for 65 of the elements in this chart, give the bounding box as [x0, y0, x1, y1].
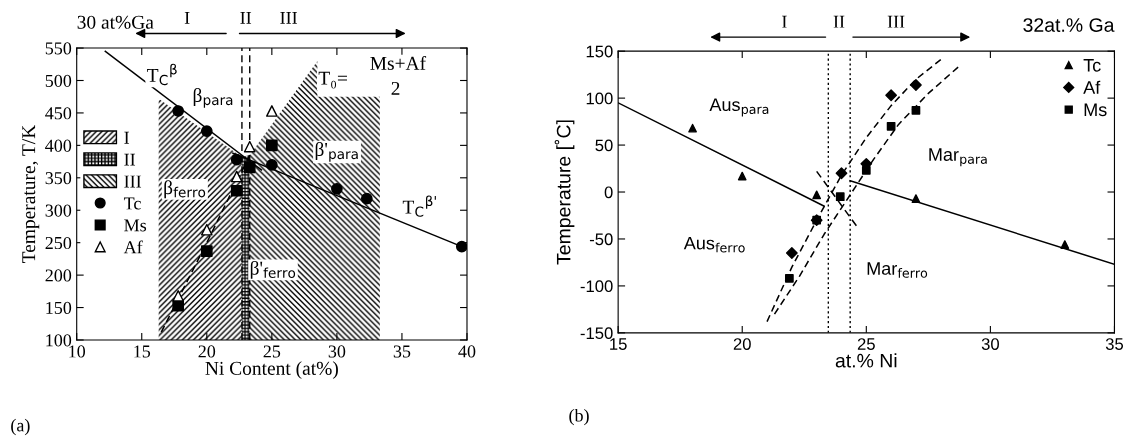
- text: III: [887, 15, 905, 28]
- y-tick-label: 450: [45, 107, 72, 120]
- x-tick-label: 15: [610, 338, 627, 350]
- annotation: β'$_{ferro}$: [250, 260, 296, 279]
- legend-label: Tc: [1083, 59, 1101, 72]
- annotation: Mar$_{ferro}$: [867, 262, 928, 278]
- y-tick-label: 250: [45, 236, 72, 250]
- text: I: [184, 11, 190, 24]
- x-tick-label: 35: [1105, 338, 1124, 350]
- x-tick-label: 35: [393, 345, 411, 358]
- x-tick-label: 40: [458, 345, 476, 358]
- legend-label: I: [124, 131, 130, 144]
- y-tick-label: 150: [586, 45, 613, 58]
- x-tick-label: 15: [134, 345, 151, 358]
- x-tick-label: 20: [733, 338, 751, 350]
- chart-title: 30 at%Ga: [77, 15, 154, 29]
- x-tick-label: 25: [263, 345, 281, 358]
- y-tick-label: 0: [604, 186, 613, 199]
- y-axis-title: Temperature [˚C]: [554, 120, 575, 265]
- y-tick-label: 400: [45, 139, 72, 152]
- y-tick-label: 100: [46, 334, 72, 347]
- y-tick-label: 350: [45, 172, 72, 185]
- x-tick-label: 30: [981, 338, 999, 350]
- x-axis-title: at.% Ni: [835, 353, 897, 368]
- x-tick-label: 30: [328, 345, 346, 358]
- legend-label: Af: [1083, 80, 1101, 94]
- legend-label: Ms: [1084, 103, 1107, 117]
- x-tick-label: 25: [857, 338, 875, 350]
- chart-title: 32at.% Ga: [1023, 18, 1115, 32]
- legend-label: III: [124, 175, 142, 188]
- y-tick-label: 500: [45, 74, 72, 87]
- text: (b): [569, 408, 589, 426]
- annotation: T$_{C}$$^{β}$: [147, 63, 177, 86]
- y-tick-label: 200: [45, 269, 72, 282]
- y-tick-label: 550: [45, 42, 72, 55]
- y-tick-label: -150: [580, 327, 613, 340]
- annotation: Ms+Af: [370, 55, 427, 70]
- text: I: [782, 15, 787, 28]
- annotation: Mar$_{para}$: [929, 148, 987, 167]
- y-tick-label: 50: [595, 139, 613, 152]
- x-axis-title: Ni Content (at%): [205, 361, 338, 379]
- y-axis-title: Temperature, T/K: [22, 124, 40, 263]
- y-tick-label: 300: [45, 204, 72, 217]
- annotation: Aus$_{ferro}$: [683, 236, 745, 253]
- annotation: 2: [391, 81, 400, 95]
- text: (a): [11, 418, 30, 436]
- y-tick-label: 150: [46, 301, 72, 314]
- y-tick-label: -50: [589, 233, 613, 246]
- annotation: Aus$_{para}$: [709, 98, 769, 117]
- legend-label: Ms: [124, 219, 147, 232]
- x-tick-label: 20: [198, 345, 216, 358]
- annotation: β$_{ferro}$: [164, 180, 206, 199]
- x-tick-label: 10: [69, 345, 86, 358]
- y-tick-label: -100: [580, 280, 613, 293]
- text: II: [240, 11, 252, 24]
- legend-label: II: [124, 153, 136, 166]
- text: II: [833, 15, 845, 28]
- legend-label: Tc: [123, 197, 141, 210]
- annotation: β$_{para}$: [193, 88, 233, 108]
- annotation: T$_{C}$$^{β'}$: [402, 195, 436, 217]
- annotation: β'$_{para}$: [315, 142, 358, 162]
- legend-label: Af: [123, 240, 143, 254]
- annotation: T₀=: [318, 71, 347, 89]
- text: III: [280, 11, 298, 24]
- y-tick-label: 100: [586, 92, 613, 105]
